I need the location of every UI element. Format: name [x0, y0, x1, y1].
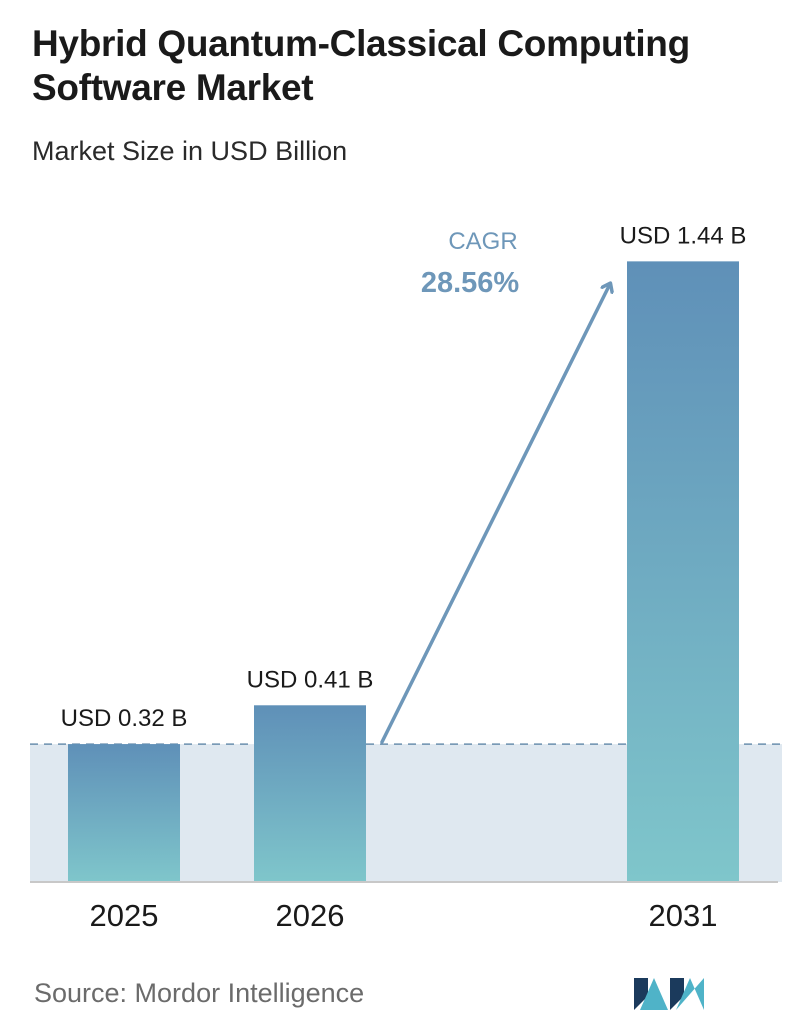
bar-2031: [627, 261, 739, 882]
cagr-value: 28.56%: [421, 267, 520, 299]
bar-chart: USD 0.32 B 2025 USD 0.41 B 2026 USD 1.44 B 20…: [30, 222, 782, 933]
x-tick-label-2025: 2025: [90, 898, 159, 933]
cagr-arrow: [380, 284, 610, 744]
chart-subtitle: Market Size in USD Billion: [32, 136, 348, 166]
data-label-2031: USD 1.44 B: [620, 222, 747, 249]
chart-title: Hybrid Quantum-Classical Computing Softw…: [32, 23, 690, 108]
bar-2026: [254, 705, 366, 882]
source-note: Source: Mordor Intelligence: [34, 978, 365, 1008]
data-label-2025: USD 0.32 B: [61, 705, 188, 732]
bar-2025: [68, 744, 180, 882]
x-tick-label-2026: 2026: [276, 898, 345, 933]
cagr-label: CAGR: [448, 228, 517, 255]
data-label-2026: USD 0.41 B: [247, 666, 374, 693]
x-tick-label-2031: 2031: [649, 898, 718, 933]
mordor-intelligence-logo: [634, 978, 704, 1010]
